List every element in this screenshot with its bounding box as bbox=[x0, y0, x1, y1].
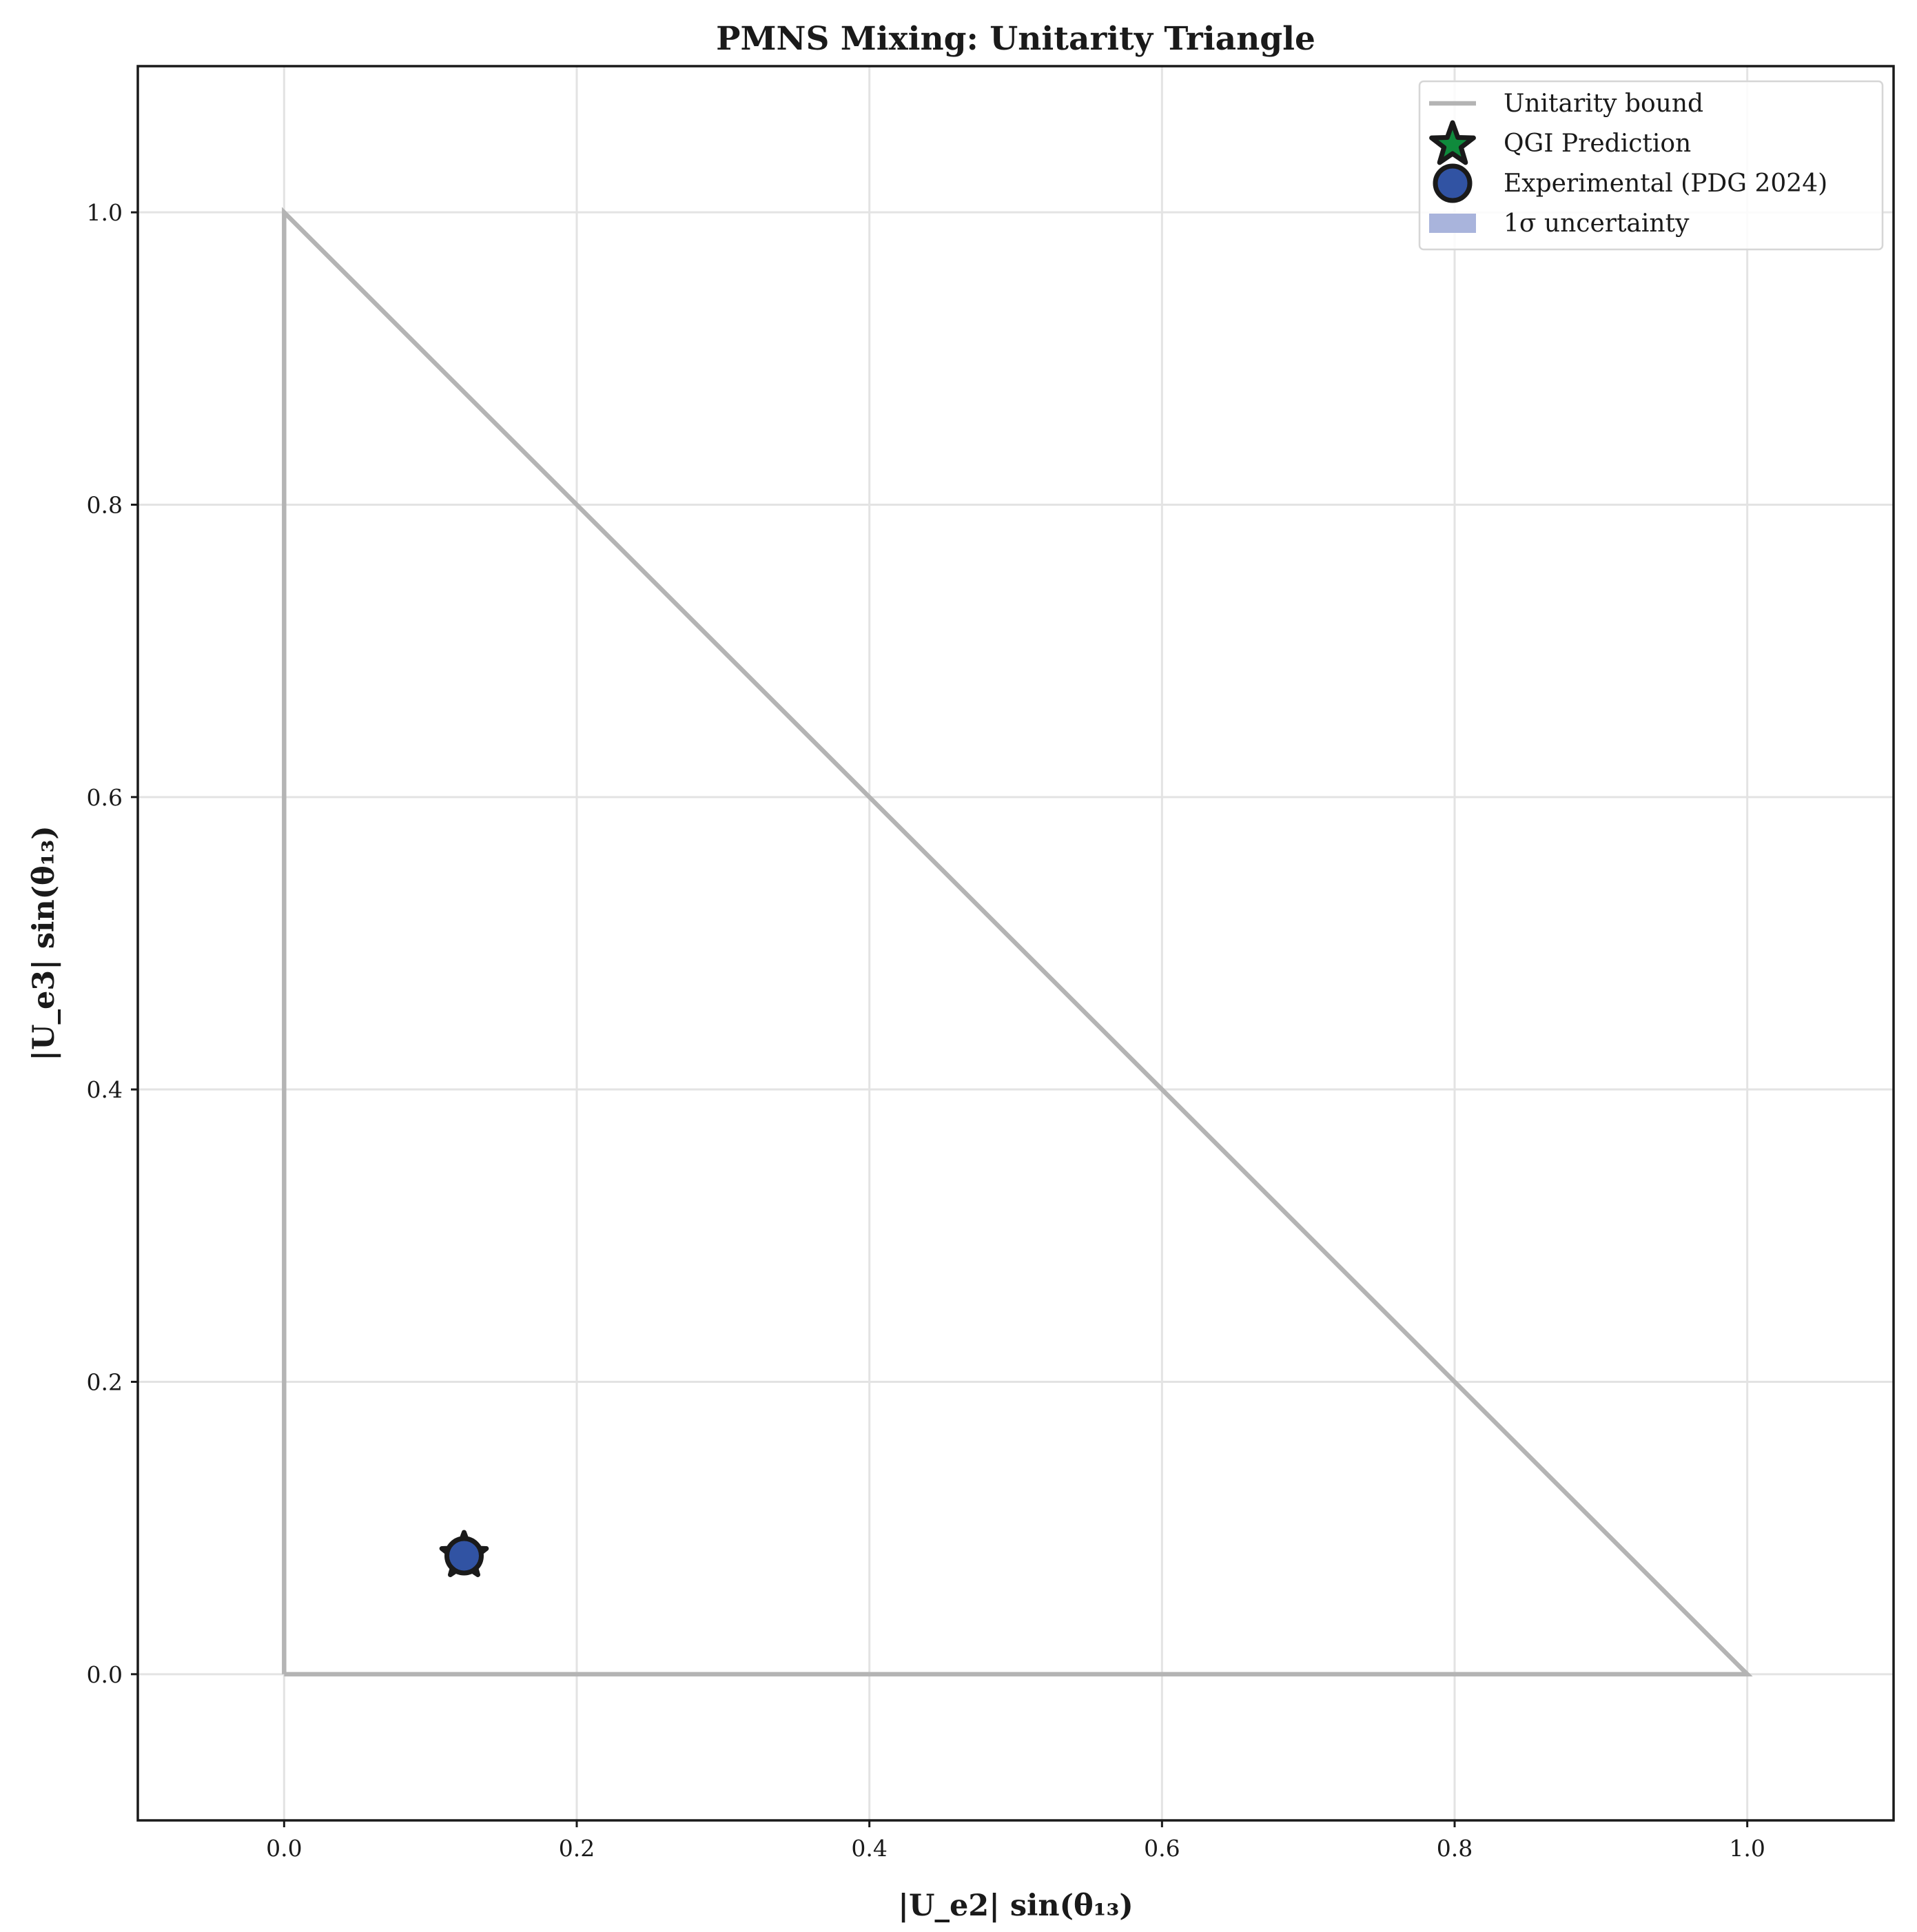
experimental-point bbox=[444, 1536, 484, 1576]
x-tick-label: 0.6 bbox=[1144, 1835, 1180, 1862]
plot-frame bbox=[136, 65, 1895, 1822]
y-tick-label: 0.6 bbox=[87, 784, 123, 811]
chart-title: PMNS Mixing: Unitarity Triangle bbox=[716, 20, 1315, 58]
y-tick-label: 0.2 bbox=[87, 1369, 123, 1396]
legend-circle-marker bbox=[1433, 163, 1473, 203]
x-axis-label: |U_e2| sin(θ₁₃) bbox=[898, 1889, 1133, 1923]
x-tick-label: 0.2 bbox=[559, 1835, 595, 1862]
x-tick-label: 0.4 bbox=[851, 1835, 887, 1862]
y-axis-label: |U_e3| sin(θ₁₃) bbox=[27, 825, 61, 1060]
legend-label: QGI Prediction bbox=[1504, 130, 1691, 158]
y-tick-label: 0.8 bbox=[87, 492, 123, 519]
legend-label: Experimental (PDG 2024) bbox=[1504, 169, 1827, 198]
legend: Unitarity bound QGI Prediction Experimenta… bbox=[1418, 80, 1884, 251]
legend-label: 1σ uncertainty bbox=[1504, 209, 1690, 238]
grid bbox=[138, 66, 1894, 1820]
legend-band-swatch bbox=[1429, 214, 1476, 233]
axis-ticks: 0.0 0.2 0.4 0.6 0.8 1.0 0.0 0.2 0.4 0.6 0.8 1.0 bbox=[87, 199, 1765, 1862]
plot-data bbox=[282, 207, 1753, 1677]
unitarity-bound-line bbox=[282, 207, 1753, 1677]
legend-box bbox=[1418, 80, 1884, 251]
x-tick-label: 0.8 bbox=[1437, 1835, 1473, 1862]
y-tick-label: 0.0 bbox=[87, 1661, 123, 1688]
x-tick-label: 1.0 bbox=[1729, 1835, 1765, 1862]
y-tick-label: 0.4 bbox=[87, 1076, 123, 1103]
y-tick-label: 1.0 bbox=[87, 199, 123, 226]
legend-label: Unitarity bound bbox=[1504, 90, 1703, 118]
legend-star-marker bbox=[1429, 120, 1476, 165]
x-tick-label: 0.0 bbox=[266, 1835, 302, 1862]
